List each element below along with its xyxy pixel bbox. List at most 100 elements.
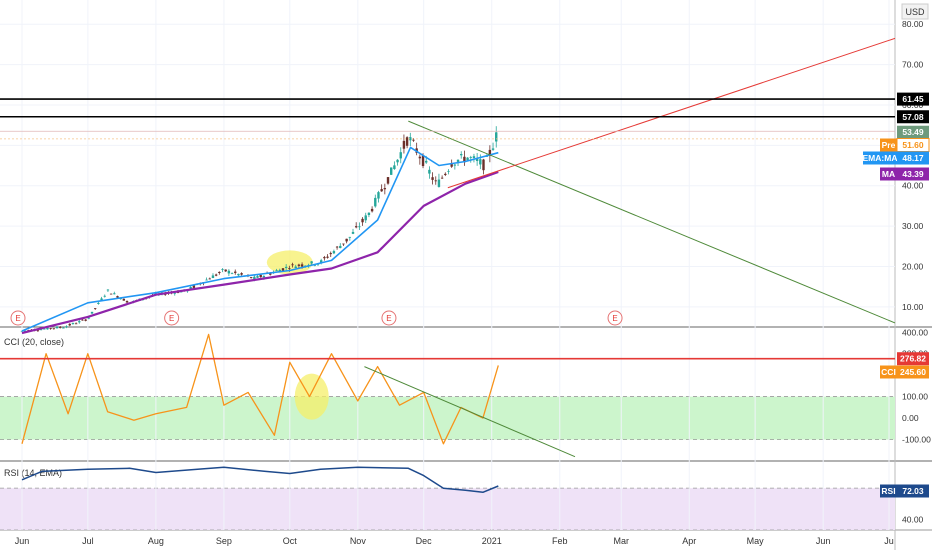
candle-body	[288, 268, 291, 270]
label-ema-ma-bg	[863, 151, 897, 165]
label-rsi: RSI	[881, 486, 895, 496]
label-pre: Pre	[882, 140, 896, 150]
candle-body	[259, 274, 262, 278]
candle-body	[189, 287, 192, 290]
label-cci: CCI	[881, 367, 896, 377]
earnings-marker[interactable]	[381, 310, 397, 326]
label-57-08-bg	[897, 110, 929, 124]
candle-body	[71, 323, 75, 325]
x-tick-label: 2021	[482, 536, 502, 546]
candle-body	[431, 177, 434, 180]
candles-layer	[20, 126, 498, 333]
x-tick-label: Feb	[552, 536, 568, 546]
candle-body	[284, 266, 288, 269]
candle-body	[262, 276, 266, 278]
candle-body	[78, 321, 81, 323]
candle-body	[55, 326, 59, 329]
red-trendline	[447, 37, 896, 189]
currency-badge[interactable]	[901, 3, 929, 20]
candle-body	[36, 330, 40, 332]
candle-body	[475, 159, 479, 161]
candle-body	[491, 148, 495, 150]
ma-line	[21, 170, 499, 335]
candle-body	[291, 264, 294, 266]
candle-body	[300, 264, 304, 267]
candle-body	[230, 273, 234, 275]
candle-body	[354, 226, 358, 228]
rsi-band	[0, 488, 895, 530]
candle-body	[94, 308, 97, 309]
candle-body	[402, 140, 406, 149]
grid-lines	[0, 0, 895, 530]
label-43-39-bg	[897, 167, 929, 181]
x-tick-label: Sep	[216, 536, 232, 546]
earnings-marker[interactable]	[607, 310, 623, 326]
candle-body	[495, 132, 498, 142]
earnings-marker-label: E	[386, 314, 391, 323]
x-tick-label: May	[747, 536, 765, 546]
x-tick-label: Apr	[682, 536, 696, 546]
candle-body	[87, 317, 91, 319]
candle-body	[323, 257, 326, 259]
earnings-marker[interactable]	[164, 310, 180, 326]
label-pre-bg	[880, 138, 897, 152]
horizontal-levels	[0, 98, 895, 360]
candle-body	[440, 177, 444, 179]
cci-tick-label: 0.00	[902, 413, 919, 423]
x-tick-label: Nov	[350, 536, 367, 546]
x-tick-label: Jun	[15, 536, 30, 546]
candle-body	[205, 279, 208, 281]
rsi-tick-label: 40.00	[902, 515, 924, 525]
candle-body	[103, 295, 106, 297]
candle-body	[405, 137, 409, 146]
candle-body	[173, 292, 176, 294]
candle-body	[65, 326, 68, 328]
label-rsi-bg	[880, 484, 897, 498]
candle-body	[58, 327, 62, 328]
earnings-marker[interactable]	[10, 310, 26, 326]
label-cci-bg	[880, 365, 897, 379]
candle-body	[339, 245, 342, 249]
candle-body	[479, 159, 482, 165]
candle-body	[348, 236, 352, 238]
candle-body	[386, 177, 390, 184]
candle-body	[421, 155, 425, 167]
candle-body	[74, 323, 78, 325]
candle-body	[221, 269, 224, 271]
earnings-marker-label: E	[15, 314, 20, 323]
trend-lines	[364, 37, 896, 458]
indicator-lines	[21, 146, 499, 494]
earnings-marker-label: E	[169, 314, 174, 323]
label-72-03: 72.03	[902, 486, 924, 496]
candle-body	[332, 251, 336, 254]
candle-body	[351, 231, 355, 234]
price-tick-label: 30.00	[902, 221, 924, 231]
candle-body	[380, 189, 383, 192]
candle-body	[361, 218, 364, 223]
candle-body	[281, 268, 285, 271]
x-tick-label: Aug	[148, 536, 164, 546]
candle-body	[345, 238, 348, 242]
candle-body	[116, 296, 119, 298]
candle-body	[294, 266, 297, 269]
candle-body	[106, 289, 110, 291]
candle-body	[234, 271, 237, 273]
candle-body	[90, 311, 94, 314]
candle-body	[253, 276, 256, 279]
x-tick-label: Mar	[613, 536, 629, 546]
rsi-line	[21, 466, 499, 494]
candle-body	[444, 173, 447, 175]
label-ma-bg	[880, 167, 897, 181]
candle-body	[125, 301, 129, 303]
x-axis: Jun Jul Aug Sep Oct Nov Dec 2021 Feb Mar Apr May Jun…	[15, 536, 894, 546]
label-ema-ma: EMA:MA	[863, 153, 898, 163]
candle-body	[97, 302, 100, 304]
candle-body	[100, 298, 103, 301]
candle-body	[364, 215, 367, 221]
candle-body	[39, 329, 43, 331]
earnings-marker-label: E	[612, 314, 617, 323]
candle-body	[208, 278, 211, 280]
